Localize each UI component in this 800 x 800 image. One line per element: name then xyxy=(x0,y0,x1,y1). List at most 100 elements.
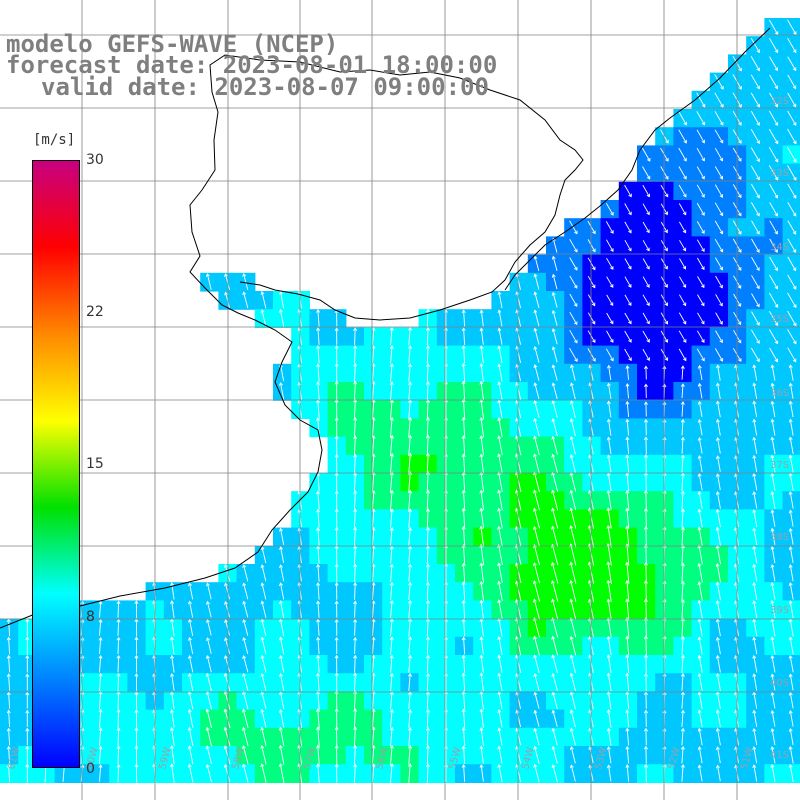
wind-arrow-head xyxy=(752,563,757,568)
wind-arrow xyxy=(188,691,194,710)
wind-arrow xyxy=(171,619,175,637)
wind-arrow-head xyxy=(389,471,394,476)
wind-arrow xyxy=(606,330,614,343)
wind-arrow-head xyxy=(116,727,121,731)
wind-arrow xyxy=(552,365,558,381)
wind-arrow-head xyxy=(389,672,394,677)
wind-arrow xyxy=(498,618,503,637)
wind-arrow-head xyxy=(774,322,779,327)
wind-arrow xyxy=(569,257,578,271)
wind-arrow-head xyxy=(461,471,466,476)
wind-arrow xyxy=(787,56,797,71)
wind-arrow xyxy=(390,727,393,747)
wind-arrow xyxy=(390,763,393,783)
wind-arrow xyxy=(587,220,596,234)
wind-arrow xyxy=(408,745,411,765)
wind-arrow-head xyxy=(788,710,793,714)
wind-arrow xyxy=(117,655,120,673)
wind-arrow xyxy=(624,221,632,233)
wind-arrow xyxy=(787,256,796,271)
wind-arrow-head xyxy=(316,563,321,568)
wind-arrow-head xyxy=(625,561,630,566)
wind-arrow-head xyxy=(205,600,210,605)
wind-arrow-head xyxy=(389,581,394,586)
wind-arrow-head xyxy=(551,489,556,494)
wind-arrow xyxy=(389,435,393,456)
wind-arrow-head xyxy=(681,526,685,531)
wind-arrow xyxy=(624,312,632,324)
coastline-west xyxy=(0,54,584,629)
wind-arrow-head xyxy=(715,618,720,623)
wind-arrow-head xyxy=(551,727,556,732)
wind-arrow-head xyxy=(426,381,430,385)
wind-arrow xyxy=(587,294,596,306)
wind-cell xyxy=(782,72,800,92)
wind-arrow xyxy=(624,239,632,252)
title-forecast-date: forecast date: 2023-08-01 18:00:00 xyxy=(6,51,498,79)
wind-arrow-head xyxy=(774,49,779,54)
wind-arrow xyxy=(408,618,411,637)
wind-arrow xyxy=(426,509,429,528)
wind-arrow xyxy=(753,582,758,600)
wind-arrow xyxy=(242,745,249,765)
wind-arrow-head xyxy=(223,690,228,695)
wind-arrow xyxy=(626,437,630,455)
wind-arrow-head xyxy=(353,672,358,677)
wind-arrow xyxy=(99,709,102,728)
wind-arrow-head xyxy=(606,454,611,459)
wind-arrow-head xyxy=(701,320,705,325)
wind-arrow xyxy=(787,220,796,235)
wind-arrow xyxy=(280,655,285,673)
wind-arrow xyxy=(534,764,540,783)
wind-arrow xyxy=(681,545,684,565)
wind-arrow xyxy=(317,655,320,673)
wind-arrow-head xyxy=(697,526,702,531)
wind-arrow xyxy=(463,691,466,710)
wind-arrow-head xyxy=(551,382,556,387)
wind-arrow xyxy=(8,619,11,637)
wind-arrow xyxy=(552,764,558,782)
wind-arrow-head xyxy=(569,579,574,584)
wind-arrow xyxy=(751,256,760,271)
wind-arrow-head xyxy=(371,380,376,385)
wind-arrow-head xyxy=(426,345,430,349)
wind-arrow xyxy=(771,710,776,727)
wind-arrow-head xyxy=(389,744,394,749)
wind-arrow xyxy=(280,673,285,691)
wind-arrow xyxy=(717,474,721,491)
wind-arrow-head xyxy=(752,636,757,641)
wind-arrow-head xyxy=(625,365,630,369)
wind-arrow-head xyxy=(628,338,632,343)
wind-arrow xyxy=(426,673,429,691)
wind-arrow-head xyxy=(770,728,775,732)
wind-arrow-head xyxy=(701,103,706,108)
wind-arrow-head xyxy=(297,290,302,295)
wind-arrow xyxy=(681,599,684,620)
wind-arrow-head xyxy=(697,544,702,549)
wind-arrow xyxy=(224,746,231,765)
wind-arrow xyxy=(717,401,721,418)
wind-arrow xyxy=(426,490,429,511)
wind-arrow-head xyxy=(316,345,321,350)
wind-arrow-head xyxy=(497,309,502,314)
wind-arrow xyxy=(8,728,11,746)
wind-arrow-head xyxy=(371,416,376,421)
wind-arrow xyxy=(626,746,630,764)
wind-arrow-head xyxy=(683,121,687,126)
wind-arrow xyxy=(117,601,120,618)
wind-arrow xyxy=(606,312,614,324)
wind-arrow-head xyxy=(756,176,760,181)
wind-arrow-head xyxy=(625,672,630,677)
wind-arrow-head xyxy=(752,600,757,604)
wind-arrow xyxy=(408,564,411,582)
wind-arrow-head xyxy=(737,285,742,289)
wind-arrow xyxy=(317,691,320,710)
wind-arrow xyxy=(787,110,797,126)
wind-arrow xyxy=(480,328,484,345)
wind-cell xyxy=(782,127,800,146)
wind-arrow-head xyxy=(371,327,376,331)
wind-arrow-head xyxy=(719,266,724,271)
wind-arrow xyxy=(717,456,721,472)
wind-arrow xyxy=(371,454,375,474)
wind-arrow-head xyxy=(461,525,466,530)
